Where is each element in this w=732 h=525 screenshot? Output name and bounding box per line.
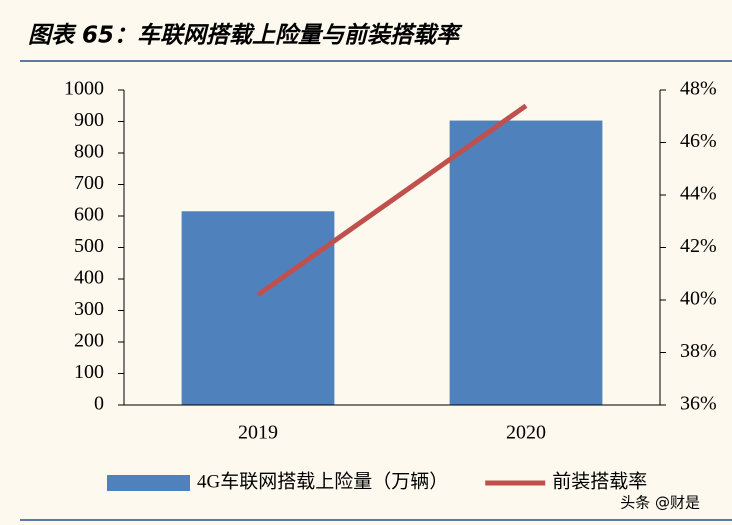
y-tick-label: 700	[74, 172, 104, 194]
y-tick-label: 800	[74, 141, 104, 163]
legend-swatch	[107, 475, 190, 491]
y-tick-label: 1000	[64, 78, 104, 100]
watermark: 头条 @财是	[620, 494, 700, 512]
y2-tick-label: 42%	[680, 235, 717, 257]
x-tick-label: 2020	[506, 422, 546, 444]
legend-label: 前装搭载率	[552, 470, 647, 492]
y-tick-label: 200	[74, 330, 104, 352]
y-tick-label: 0	[94, 393, 104, 415]
y-tick-label: 500	[74, 235, 104, 257]
bar	[181, 211, 335, 405]
y-tick-label: 100	[74, 361, 104, 383]
y-tick-label: 900	[74, 109, 104, 131]
y2-tick-label: 44%	[680, 183, 717, 205]
y2-tick-label: 46%	[680, 130, 717, 152]
y-tick-label: 400	[74, 267, 104, 289]
y2-tick-label: 36%	[680, 393, 717, 415]
y2-tick-label: 48%	[680, 78, 717, 100]
y-tick-label: 600	[74, 204, 104, 226]
y2-tick-label: 38%	[680, 340, 717, 362]
line	[256, 103, 528, 297]
chart-title: 图表 65：车联网搭载上险量与前装搭载率	[28, 23, 463, 49]
bar	[449, 120, 603, 406]
legend-label: 4G车联网搭载上险量（万辆）	[197, 470, 448, 492]
y2-tick-label: 40%	[680, 288, 717, 310]
y-tick-label: 300	[74, 298, 104, 320]
x-tick-label: 2019	[238, 422, 278, 444]
